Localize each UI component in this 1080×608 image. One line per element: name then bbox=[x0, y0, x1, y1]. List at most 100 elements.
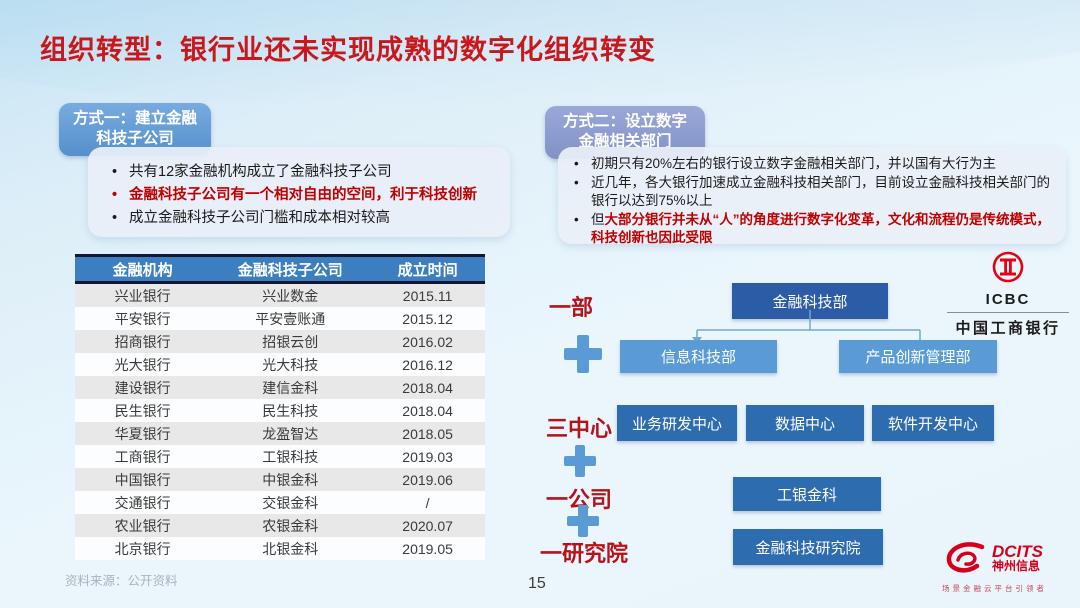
table-row: 农业银行 农银金科 2020.07 bbox=[75, 514, 485, 537]
table-cell: 2015.12 bbox=[402, 310, 453, 327]
table-row: 兴业银行 兴业数金 2015.11 bbox=[75, 282, 485, 307]
table-cell: 北银金科 bbox=[262, 540, 319, 557]
bullet-text: 近几年，各大银行加速成立金融科技相关部门，目前设立金融科技相关部门的银行以达到7… bbox=[591, 174, 1050, 209]
table-cell: 中国银行 bbox=[114, 471, 171, 488]
method1-badge-line2: 科技子公司 bbox=[96, 130, 174, 148]
bullet-icon: • bbox=[574, 174, 579, 190]
dcits-swoosh-icon bbox=[946, 542, 985, 573]
table-cell: 2018.04 bbox=[402, 379, 453, 396]
bullet-icon: • bbox=[112, 210, 118, 226]
table-cell: 工银科技 bbox=[262, 448, 319, 465]
dcits-chinese-name: 神州信息 bbox=[992, 559, 1041, 573]
dcits-tagline: 场景金融云平台引领者 bbox=[942, 584, 1047, 593]
table-cell: 2019.03 bbox=[402, 448, 453, 465]
table-row: 平安银行 平安壹账通 2015.12 bbox=[75, 307, 485, 330]
table-row: 招商银行 招银云创 2016.02 bbox=[75, 330, 485, 353]
table-row: 中国银行 中银金科 2019.06 bbox=[75, 468, 485, 491]
table-cell: 光大银行 bbox=[114, 356, 171, 373]
method1-bullets-box: • 共有12家金融机构成立了金融科技子公司 • 金融科技子公司有一个相对自由的空… bbox=[88, 147, 510, 237]
bullet-text-mixed: 但大部分银行并未从“人”的角度进行数字化变革，文化和流程仍是传统模式，科技创新也… bbox=[591, 211, 1058, 248]
source-note: 资料来源：公开资料 bbox=[65, 574, 178, 588]
table-cell: 北京银行 bbox=[114, 540, 171, 557]
bullet-icon: • bbox=[574, 156, 579, 171]
icbc-chinese-name: 中国工商银行 bbox=[955, 320, 1061, 337]
bullet-icon: • bbox=[112, 187, 118, 203]
column-header-founded: 成立时间 bbox=[370, 254, 485, 284]
list-item: • 初期只有20%左右的银行设立数字金融相关部门，并以国有大行为主 bbox=[574, 155, 1058, 174]
table-cell: 兴业银行 bbox=[114, 287, 171, 304]
org-box-icbc-fintech-company: 工银金科 bbox=[733, 477, 881, 511]
table-cell: 光大科技 bbox=[262, 356, 319, 373]
bullet-text: 成立金融科技子公司门槛和成本相对较高 bbox=[129, 210, 390, 226]
table-cell: 民生银行 bbox=[114, 402, 171, 419]
plus-icon bbox=[567, 505, 599, 537]
table-cell: 建设银行 bbox=[114, 379, 171, 396]
table-cell: 龙盈智达 bbox=[262, 425, 319, 442]
icbc-divider bbox=[947, 312, 1069, 313]
org-box-fintech-institute: 金融科技研究院 bbox=[733, 529, 883, 565]
subsidiary-table-body: 兴业银行 兴业数金 2015.11 平安银行 平安壹账通 2015.12 招商银行 招银云创 2… bbox=[75, 282, 485, 560]
table-row: 工商银行 工银科技 2019.03 bbox=[75, 445, 485, 468]
table-cell: 交通银行 bbox=[114, 494, 171, 511]
list-item: • 但大部分银行并未从“人”的角度进行数字化变革，文化和流程仍是传统模式，科技创… bbox=[574, 211, 1058, 248]
table-cell: 工商银行 bbox=[114, 448, 171, 465]
table-cell: / bbox=[425, 494, 430, 511]
table-row: 华夏银行 龙盈智达 2018.05 bbox=[75, 422, 485, 445]
org-box-product-innovation-dept: 产品创新管理部 bbox=[839, 340, 997, 373]
table-cell: 2019.05 bbox=[402, 540, 453, 557]
bullet-icon: • bbox=[574, 211, 579, 227]
table-cell: 交银金科 bbox=[262, 494, 319, 511]
table-cell: 建信金科 bbox=[262, 379, 319, 396]
table-cell: 2015.11 bbox=[402, 287, 453, 304]
table-row: 光大银行 光大科技 2016.12 bbox=[75, 353, 485, 376]
method2-badge-line1: 方式二：设立数字 bbox=[562, 113, 687, 130]
bullet-text-highlight: 金融科技子公司有一个相对自由的空间，利于科技创新 bbox=[129, 187, 477, 203]
fintech-subsidiary-table: 金融机构 金融科技子公司 成立时间 兴业银行 兴业数金 2015.11 平安银行 平安壹… bbox=[75, 254, 485, 560]
bullet-icon: • bbox=[112, 164, 118, 180]
bullet-text-highlight: 大部分银行并未从“人”的角度进行数字化变革，文化和流程仍是传统模式，科技创新也因… bbox=[591, 211, 1050, 246]
method2-bullets-box: • 初期只有20%左右的银行设立数字金融相关部门，并以国有大行为主 • 近几年，… bbox=[558, 147, 1066, 245]
page-number: 15 bbox=[528, 575, 546, 592]
org-box-software-dev-center: 软件开发中心 bbox=[872, 405, 994, 441]
list-item: • 成立金融科技子公司门槛和成本相对较高 bbox=[112, 207, 496, 230]
table-row: 北京银行 北银金科 2019.05 bbox=[75, 537, 485, 560]
page-title: 组织转型：银行业还未实现成熟的数字化组织转变 bbox=[40, 35, 656, 65]
table-cell: 2016.12 bbox=[402, 356, 453, 373]
list-item: • 金融科技子公司有一个相对自由的空间，利于科技创新 bbox=[112, 184, 496, 207]
table-row: 民生银行 民生科技 2018.04 bbox=[75, 399, 485, 422]
table-cell: 华夏银行 bbox=[114, 425, 171, 442]
table-cell: 2020.07 bbox=[402, 517, 453, 534]
org-box-it-dept: 信息科技部 bbox=[620, 340, 777, 373]
org-label-one-department: 一部 bbox=[549, 295, 594, 320]
column-header-subsidiary: 金融科技子公司 bbox=[210, 254, 371, 284]
list-item: • 近几年，各大银行加速成立金融科技相关部门，目前设立金融科技相关部门的银行以达… bbox=[574, 174, 1058, 211]
table-header-row: 金融机构 金融科技子公司 成立时间 bbox=[75, 254, 485, 284]
bullet-text-prefix: 但 bbox=[591, 211, 605, 227]
table-row: 建设银行 建信金科 2018.04 bbox=[75, 376, 485, 399]
table-cell: 平安壹账通 bbox=[255, 310, 326, 327]
bullet-text: 共有12家金融机构成立了金融科技子公司 bbox=[129, 164, 392, 180]
table-cell: 农银金科 bbox=[262, 517, 319, 534]
org-box-business-rd-center: 业务研发中心 bbox=[617, 405, 737, 441]
table-row: 交通银行 交银金科 / bbox=[75, 491, 485, 514]
method1-badge-line1: 方式一：建立金融 bbox=[72, 110, 197, 127]
table-cell: 招商银行 bbox=[114, 333, 171, 350]
table-cell: 中银金科 bbox=[262, 471, 319, 488]
list-item: • 共有12家金融机构成立了金融科技子公司 bbox=[112, 161, 496, 184]
dcits-name: DCITS bbox=[992, 542, 1043, 561]
icbc-abbr-label: ICBC bbox=[985, 291, 1031, 308]
table-cell: 民生科技 bbox=[262, 402, 319, 419]
icbc-logo: ICBC 中国工商银行 bbox=[947, 250, 1069, 338]
table-cell: 2019.06 bbox=[402, 471, 453, 488]
table-cell: 2016.02 bbox=[402, 333, 453, 350]
org-label-three-centers: 三中心 bbox=[546, 416, 613, 441]
plus-icon bbox=[564, 335, 602, 373]
org-box-data-center: 数据中心 bbox=[746, 405, 864, 441]
table-cell: 兴业数金 bbox=[262, 287, 319, 304]
dcits-logo: DCITS 神州信息 场景金融云平台引领者 bbox=[942, 538, 1077, 594]
table-cell: 招银云创 bbox=[262, 333, 319, 350]
org-label-one-institute: 一研究院 bbox=[540, 541, 629, 566]
bullet-text: 初期只有20%左右的银行设立数字金融相关部门，并以国有大行为主 bbox=[591, 156, 997, 171]
column-header-institution: 金融机构 bbox=[75, 254, 211, 284]
